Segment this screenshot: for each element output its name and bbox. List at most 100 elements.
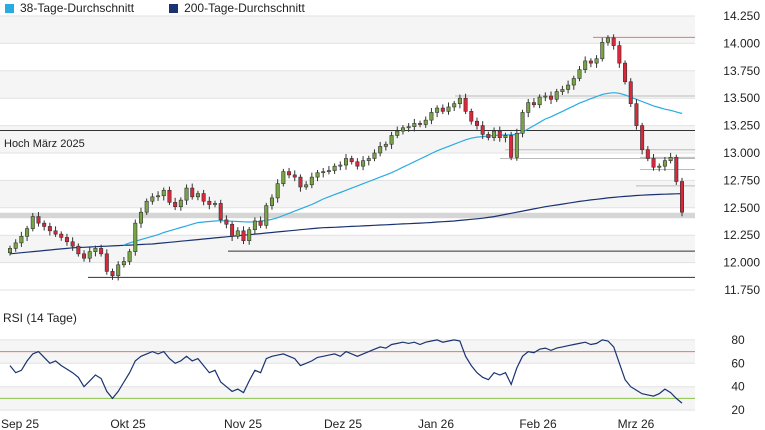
candle-body bbox=[13, 242, 18, 249]
candlesticks bbox=[8, 34, 684, 281]
price-tick-label: 13.250 bbox=[723, 119, 760, 133]
x-tick-label: Okt 25 bbox=[110, 417, 146, 430]
candle-body bbox=[178, 199, 183, 208]
price-tick-label: 14.250 bbox=[723, 9, 760, 23]
candle-body bbox=[133, 222, 138, 252]
ma200-line bbox=[9, 193, 683, 255]
candle-body bbox=[36, 216, 41, 224]
x-tick-label: Sep 25 bbox=[1, 417, 39, 430]
candle-body bbox=[406, 126, 411, 129]
candle-body bbox=[378, 146, 383, 154]
candle-body bbox=[457, 97, 462, 104]
candle-body bbox=[321, 171, 326, 174]
candle-body bbox=[566, 84, 571, 90]
ma200-path bbox=[9, 193, 683, 255]
candle-body bbox=[247, 229, 252, 241]
x-tick-label: Dez 25 bbox=[324, 417, 362, 430]
rsi-path bbox=[9, 339, 683, 404]
candle-body bbox=[87, 251, 92, 259]
candle-body bbox=[509, 135, 514, 158]
ma38-path bbox=[123, 92, 683, 246]
candle-body bbox=[218, 203, 223, 221]
candle-body bbox=[657, 165, 662, 168]
candle-body bbox=[423, 119, 428, 125]
candle-body bbox=[469, 111, 474, 122]
rsi-title: RSI (14 Tage) bbox=[3, 311, 77, 325]
candle-body bbox=[144, 200, 149, 213]
candle-body bbox=[275, 183, 280, 199]
candle-body bbox=[605, 37, 610, 43]
candle-body bbox=[167, 189, 172, 203]
candle-body bbox=[645, 149, 650, 159]
candle-body bbox=[309, 176, 314, 186]
candle-body bbox=[395, 130, 400, 136]
candle-body bbox=[230, 223, 235, 237]
price-reference-lines bbox=[0, 36, 695, 278]
candle-body bbox=[349, 158, 354, 163]
candle-body bbox=[127, 251, 132, 262]
rsi-y-axis: 80 60 40 20 bbox=[731, 333, 745, 417]
candle-body bbox=[680, 181, 684, 213]
candle-body bbox=[241, 230, 246, 241]
price-support-band bbox=[0, 212, 695, 219]
legend-ma38[interactable]: 38-Tage-Durchschnitt bbox=[0, 1, 134, 15]
candle-body bbox=[361, 160, 366, 167]
candle-body bbox=[452, 103, 457, 108]
candle-body bbox=[224, 219, 229, 225]
candle-body bbox=[668, 157, 673, 161]
x-axis: Sep 25 Okt 25 Nov 25 Dez 25 Jan 26 Feb 26 Mrz … bbox=[1, 417, 655, 430]
candle-body bbox=[213, 203, 218, 205]
candle-body bbox=[281, 171, 286, 184]
price-tick-label: 12.000 bbox=[723, 256, 760, 270]
candle-body bbox=[304, 184, 309, 188]
candle-body bbox=[19, 235, 24, 244]
candle-body bbox=[577, 69, 582, 79]
price-tick-label: 12.750 bbox=[723, 173, 760, 187]
candle-body bbox=[497, 130, 502, 138]
legend-ma200-swatch bbox=[169, 3, 179, 13]
candle-body bbox=[59, 233, 64, 238]
legend: 38-Tage-Durchschnitt 200-Tage-Durchschni… bbox=[0, 0, 335, 16]
candle-body bbox=[121, 261, 126, 266]
candle-body bbox=[110, 271, 115, 277]
candle-body bbox=[298, 176, 303, 188]
price-tick-label: 12.250 bbox=[723, 228, 760, 242]
price-grid-band bbox=[0, 180, 695, 208]
legend-ma200-label: 200-Tage-Durchschnitt bbox=[184, 1, 305, 15]
candle-body bbox=[315, 172, 320, 178]
candle-body bbox=[190, 187, 195, 198]
candle-body bbox=[474, 120, 479, 126]
candle-body bbox=[554, 91, 559, 100]
candle-body bbox=[93, 248, 98, 252]
candle-body bbox=[82, 253, 87, 259]
candle-body bbox=[628, 81, 633, 104]
candle-body bbox=[560, 89, 565, 92]
candle-body bbox=[8, 248, 12, 254]
candle-body bbox=[480, 125, 485, 135]
candle-body bbox=[571, 78, 576, 86]
candle-body bbox=[400, 127, 405, 132]
candle-body bbox=[537, 96, 542, 106]
x-tick-label: Nov 25 bbox=[224, 417, 262, 430]
candle-body bbox=[156, 195, 161, 198]
candle-body bbox=[201, 193, 206, 202]
candle-body bbox=[173, 202, 178, 208]
rsi-gridlines bbox=[0, 339, 695, 411]
candle-body bbox=[76, 245, 81, 255]
candle-body bbox=[195, 193, 200, 198]
candle-body bbox=[588, 60, 593, 64]
price-tick-label: 11.750 bbox=[724, 283, 760, 297]
rsi-tick-label: 40 bbox=[731, 380, 745, 394]
candle-body bbox=[264, 205, 269, 226]
candle-body bbox=[611, 37, 616, 46]
price-gridlines bbox=[0, 15, 695, 291]
price-grid-band bbox=[0, 70, 695, 99]
candle-body bbox=[104, 253, 109, 272]
candle-body bbox=[514, 132, 519, 158]
x-tick-label: Jan 26 bbox=[418, 417, 454, 430]
candle-body bbox=[435, 107, 440, 113]
candle-body bbox=[269, 197, 274, 206]
price-grid-band bbox=[0, 235, 695, 263]
candle-body bbox=[207, 200, 212, 205]
legend-ma200[interactable]: 200-Tage-Durchschnitt bbox=[164, 1, 305, 15]
